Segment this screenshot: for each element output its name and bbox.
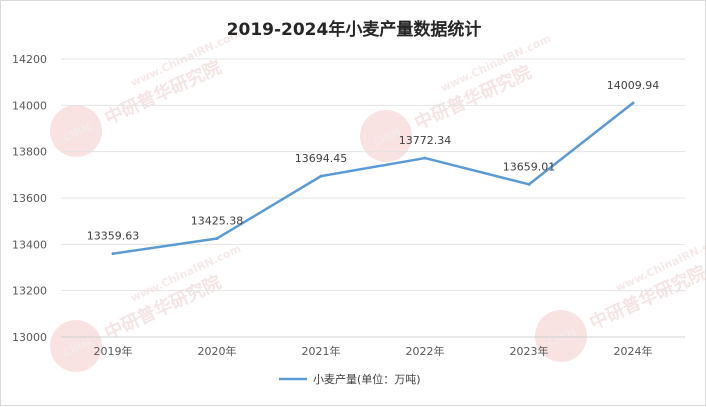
watermark-badge: [360, 110, 412, 162]
x-tick-label: 2020年: [198, 344, 237, 358]
data-point: [111, 252, 115, 256]
data-label: 13772.34: [399, 134, 452, 147]
y-tick-label: 13200: [12, 285, 47, 298]
legend: 小麦产量(单位：万吨): [279, 372, 421, 386]
x-tick-label: 2019年: [94, 344, 133, 358]
data-point: [423, 156, 427, 160]
data-label: 13659.01: [503, 160, 556, 173]
x-tick-label: 2024年: [614, 344, 653, 358]
y-tick-label: 13000: [12, 331, 47, 344]
data-label: 13694.45: [295, 152, 348, 165]
x-tick-label: 2023年: [510, 344, 549, 358]
legend-label: 小麦产量(单位：万吨): [313, 372, 421, 386]
y-tick-label: 13600: [12, 192, 47, 205]
x-tick-label: 2021年: [302, 344, 341, 358]
data-label: 13359.63: [87, 230, 140, 243]
gridlines: [61, 58, 685, 338]
y-tick-label: 14200: [12, 53, 47, 66]
watermark-badge: [50, 320, 102, 372]
x-tick-label: 2022年: [406, 344, 445, 358]
data-labels: 13359.63 13425.38 13694.45 13772.34 13659.01…: [87, 79, 660, 243]
series-layer: [111, 101, 635, 256]
data-point: [631, 101, 635, 105]
data-label: 13425.38: [191, 214, 244, 227]
y-tick-label: 13400: [12, 238, 47, 251]
watermark-badge: [50, 105, 102, 157]
y-tick-label: 14000: [12, 99, 47, 112]
series-line: [111, 101, 635, 255]
y-tick-label: 13800: [12, 146, 47, 159]
chart-title: 2019-2024年小麦产量数据统计: [227, 19, 482, 40]
y-axis-ticks: 13000 13200 13400 13600 13800 14000 14200: [12, 53, 47, 344]
watermark-badge: [535, 310, 587, 362]
data-point: [527, 182, 531, 186]
data-point: [215, 236, 219, 240]
data-label: 14009.94: [607, 79, 660, 92]
data-point: [319, 174, 323, 178]
x-axis-ticks: 2019年 2020年 2021年 2022年 2023年 2024年: [94, 344, 653, 358]
